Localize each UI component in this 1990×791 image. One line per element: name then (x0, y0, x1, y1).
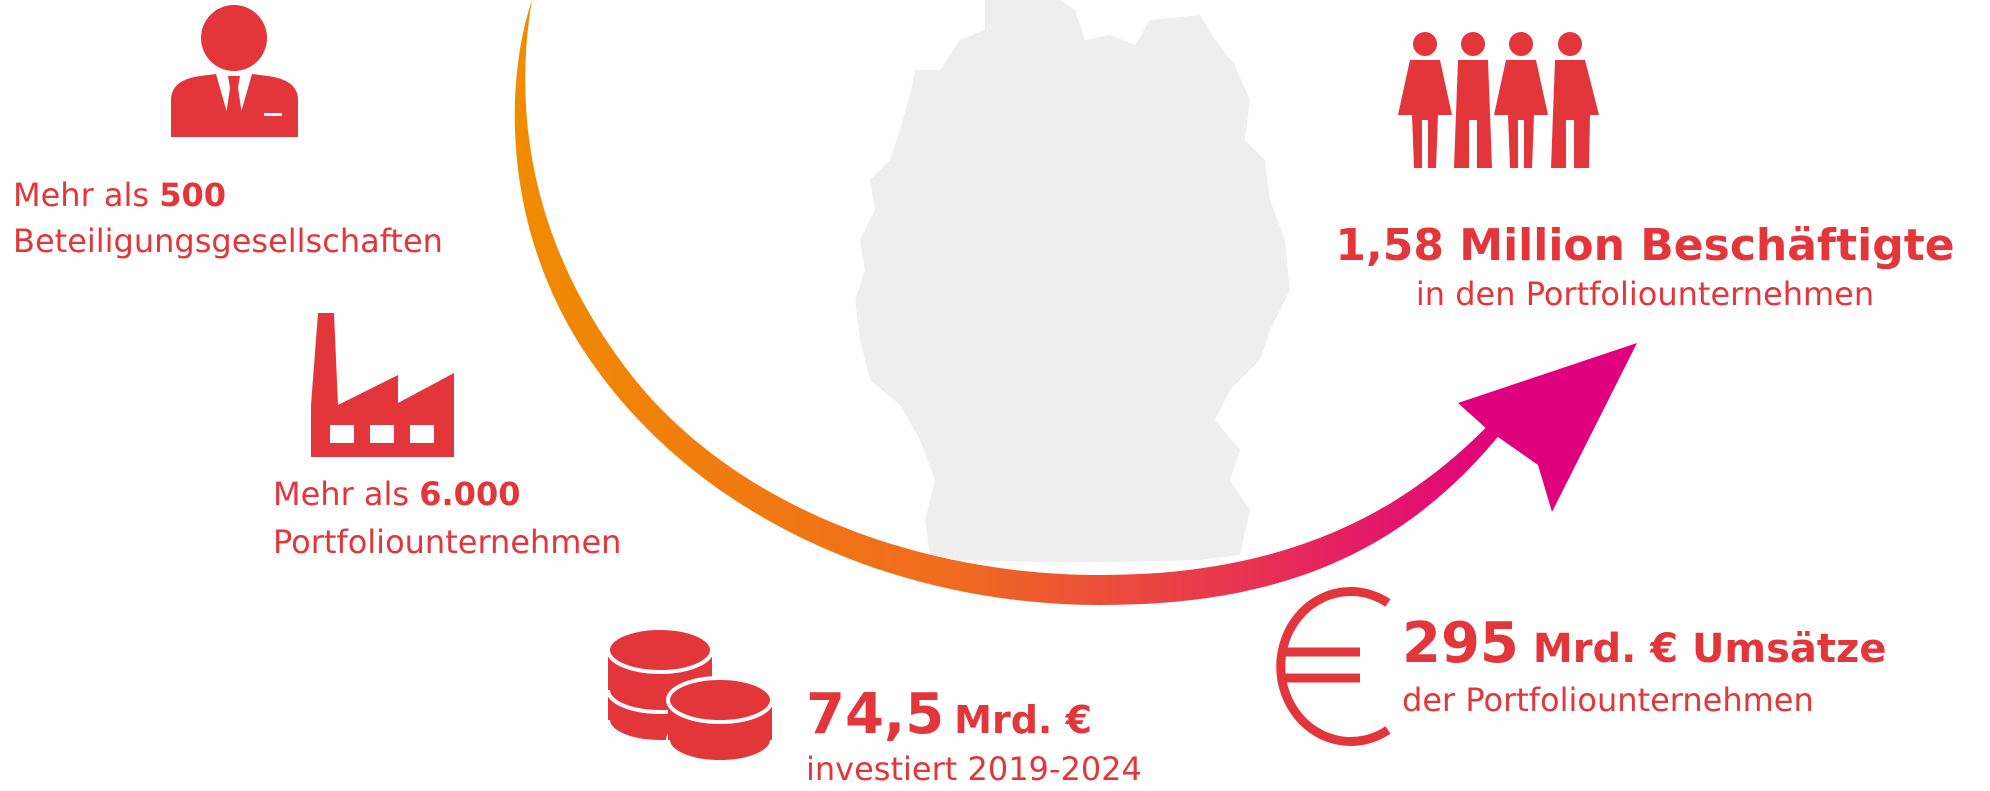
headline: 1,58 Million Beschäftigte (1335, 220, 1954, 271)
arrow-head (1458, 343, 1637, 512)
description: Portfoliounternehmen (273, 523, 621, 561)
number: 6.000 (419, 475, 520, 513)
euro-icon (1276, 587, 1391, 746)
description: der Portfoliounternehmen (1402, 681, 1814, 719)
description: in den Portfoliounternehmen (1416, 275, 1874, 313)
stat-line: 295 Mrd. € Umsätze (1402, 611, 1886, 676)
prefix: Mehr als (273, 475, 419, 513)
people-icon (1398, 32, 1599, 168)
factory-icon (311, 313, 454, 457)
number: 500 (159, 176, 226, 214)
map (855, 0, 1290, 562)
unit: Mrd. € (954, 698, 1092, 742)
stat-line: 74,5 Mrd. € (806, 682, 1092, 747)
description: investiert 2019-2024 (806, 750, 1142, 788)
number: 295 (1402, 611, 1519, 676)
stat-line: Mehr als 6.000 (273, 475, 520, 513)
stat-line: Mehr als 500 (13, 176, 226, 214)
number: 74,5 (806, 682, 944, 747)
prefix: Mehr als (13, 176, 159, 214)
coins-icon (606, 626, 774, 764)
person-icon (171, 5, 298, 137)
description: Beteiligungsgesellschaften (13, 222, 443, 260)
unit: Mrd. € Umsätze (1533, 626, 1887, 672)
